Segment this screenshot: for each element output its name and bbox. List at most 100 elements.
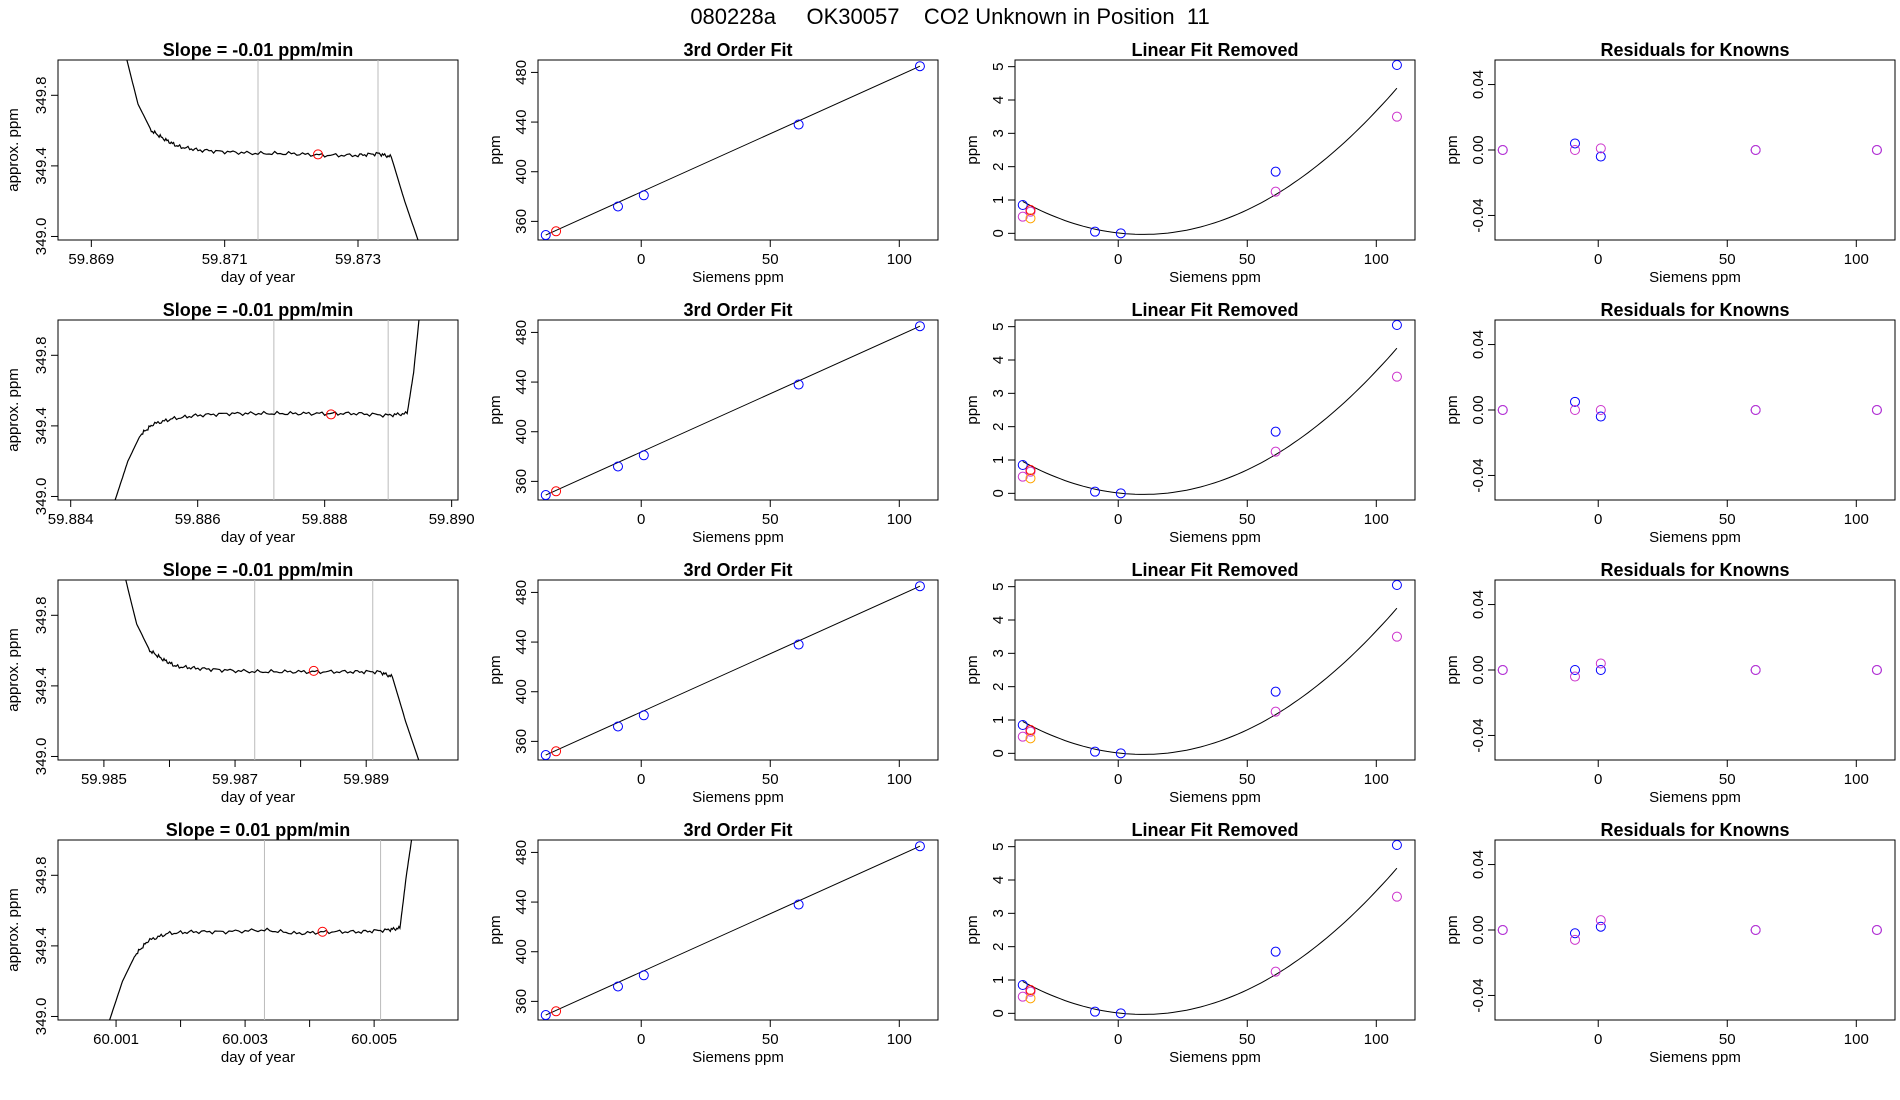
y-tick-label: 2 (990, 162, 1007, 170)
data-point (1115, 748, 1126, 759)
data-point (1595, 405, 1606, 415)
data-point (540, 490, 551, 500)
unknown-sample-marker (317, 926, 328, 937)
plot-frame (57, 319, 459, 501)
y-axis-label: ppm (964, 915, 981, 944)
x-tick-label: 50 (1239, 511, 1256, 528)
y-tick-label: 2 (990, 682, 1007, 690)
plot-area (114, 320, 420, 500)
data-point (1025, 473, 1036, 484)
x-tick-label: 60.001 (93, 1031, 139, 1048)
plot-frame (57, 839, 459, 1021)
panel-title: Linear Fit Removed (1131, 300, 1298, 320)
panel-title: Linear Fit Removed (1131, 40, 1298, 60)
panel-1-3: Linear Fit Removed 0 50 100 0 1 2 3 4 5 Siemens pp… (964, 40, 1416, 286)
x-tick-label: 0 (1594, 511, 1602, 528)
fit-line (545, 845, 921, 1016)
x-tick-label: 100 (1364, 771, 1389, 788)
data-point (1595, 151, 1606, 162)
data-point (1497, 925, 1508, 935)
y-tick-label: 3 (990, 909, 1007, 917)
plot-frame (1494, 319, 1896, 501)
data-point (1570, 138, 1580, 149)
panel-4-2: 3rd Order Fit 0 50 100 360 400 440 480 Siemens p… (487, 820, 939, 1066)
plot-frame (57, 579, 459, 761)
plot-area (540, 321, 925, 500)
x-axis-label: day of year (221, 789, 295, 806)
y-tick-label: 480 (513, 60, 530, 85)
y-tick-label: 400 (513, 159, 530, 184)
panel-title: Residuals for Knowns (1600, 40, 1789, 60)
y-tick-label: 4 (990, 616, 1007, 624)
panel-title: 3rd Order Fit (683, 40, 792, 60)
plot-area (1017, 60, 1402, 239)
y-tick-label: 5 (990, 582, 1007, 590)
data-point (1115, 1008, 1126, 1019)
data-point (1017, 460, 1028, 470)
data-point (1497, 145, 1508, 155)
fit-curve (1022, 87, 1398, 235)
y-tick-label: 0.00 (1470, 655, 1487, 684)
data-point (613, 201, 623, 212)
fit-line (545, 585, 921, 756)
x-axis-label: Siemens ppm (1169, 529, 1261, 546)
y-tick-label: 349.8 (33, 77, 50, 115)
data-point (914, 61, 925, 72)
x-tick-label: 0 (1114, 771, 1122, 788)
data-point (914, 581, 925, 592)
x-tick-label: 50 (762, 1031, 779, 1048)
y-tick-label: 2 (990, 942, 1007, 950)
panel-title: Residuals for Knowns (1600, 820, 1789, 840)
plot-area (540, 581, 925, 760)
y-tick-label: 0.00 (1470, 915, 1487, 944)
plot-area (1497, 396, 1882, 422)
data-point (914, 841, 925, 852)
plot-area (125, 580, 420, 760)
y-tick-label: 480 (513, 320, 530, 345)
x-axis-label: day of year (221, 529, 295, 546)
x-tick-label: 0 (637, 251, 645, 268)
data-point (1025, 465, 1036, 475)
data-point (613, 721, 623, 732)
data-point (1595, 143, 1606, 154)
y-tick-label: 0 (990, 229, 1007, 237)
data-point (1871, 145, 1882, 155)
panel-3-3: Linear Fit Removed 0 50 100 0 1 2 3 4 5 Siemens pp… (964, 560, 1416, 806)
plot-area (1017, 320, 1402, 499)
fit-curve (1022, 867, 1398, 1015)
x-tick-label: 60.005 (351, 1031, 397, 1048)
y-axis-label: ppm (1444, 915, 1461, 944)
plot-area (1017, 580, 1402, 759)
data-point (1391, 60, 1402, 70)
x-tick-label: 0 (637, 1031, 645, 1048)
x-tick-label: 0 (1114, 1031, 1122, 1048)
data-point (1570, 405, 1580, 415)
x-axis-label: day of year (221, 269, 295, 286)
data-point (1115, 228, 1126, 239)
data-point (1090, 226, 1100, 237)
x-tick-label: 59.987 (212, 771, 258, 788)
y-tick-label: 349.0 (33, 478, 50, 516)
data-point (613, 461, 623, 472)
y-tick-label: 5 (990, 322, 1007, 330)
y-tick-label: 0.00 (1470, 395, 1487, 424)
y-tick-label: 360 (513, 469, 530, 494)
unknown-sample-marker (313, 149, 323, 160)
data-point (1595, 658, 1606, 669)
y-tick-label: -0.04 (1470, 458, 1487, 492)
data-point (1595, 665, 1606, 675)
panel-title: Slope = -0.01 ppm/min (163, 300, 354, 320)
x-tick-label: 50 (762, 251, 779, 268)
plot-area (126, 60, 419, 240)
panel-3-2: 3rd Order Fit 0 50 100 360 400 440 480 Siemens p… (487, 560, 939, 806)
y-axis-label: approx. ppm (5, 368, 22, 451)
data-point (1017, 991, 1028, 1002)
x-axis-label: Siemens ppm (692, 789, 784, 806)
data-point (1391, 840, 1402, 850)
x-tick-label: 0 (637, 771, 645, 788)
page-title: 080228a OK30057 CO2 Unknown in Position … (690, 4, 1210, 29)
x-axis-label: Siemens ppm (692, 529, 784, 546)
x-tick-label: 59.871 (202, 251, 248, 268)
x-tick-label: 100 (1364, 511, 1389, 528)
x-tick-label: 50 (1239, 771, 1256, 788)
